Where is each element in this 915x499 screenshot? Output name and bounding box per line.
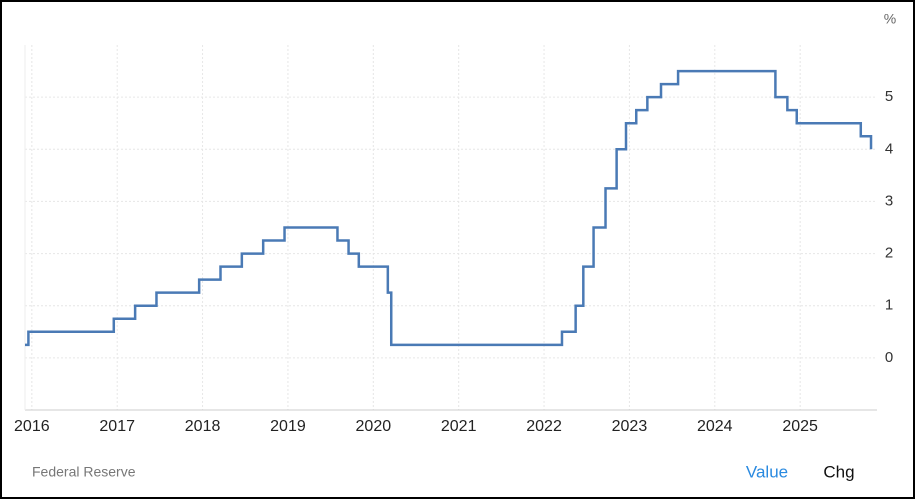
y-tick-label: 5 — [885, 88, 893, 105]
x-tick-label: 2018 — [185, 418, 221, 435]
x-tick-label: 2020 — [356, 418, 392, 435]
rate-line — [25, 69, 873, 347]
y-tick-label: 0 — [885, 349, 893, 366]
source: Federal Reserve — [32, 464, 136, 480]
change-button[interactable]: Chg — [823, 462, 854, 481]
x-tick-label: 2016 — [14, 418, 50, 435]
x-tick-label: 2023 — [612, 418, 648, 435]
x-tick-label: 2017 — [99, 418, 135, 435]
value-button[interactable]: Value — [746, 462, 788, 481]
x-tick-label: 2024 — [697, 418, 733, 435]
x-tick-label: 2019 — [270, 418, 306, 435]
x-tick-label: 2021 — [441, 418, 477, 435]
y-tick-label: 4 — [885, 140, 893, 157]
x-tick-label: 2022 — [526, 418, 562, 435]
x-tick-label: 2025 — [782, 418, 818, 435]
y-tick-label: 2 — [885, 245, 893, 262]
y-tick-label: 1 — [885, 297, 893, 314]
y-tick-label: 3 — [885, 192, 893, 209]
y-unit: % — [884, 11, 896, 27]
